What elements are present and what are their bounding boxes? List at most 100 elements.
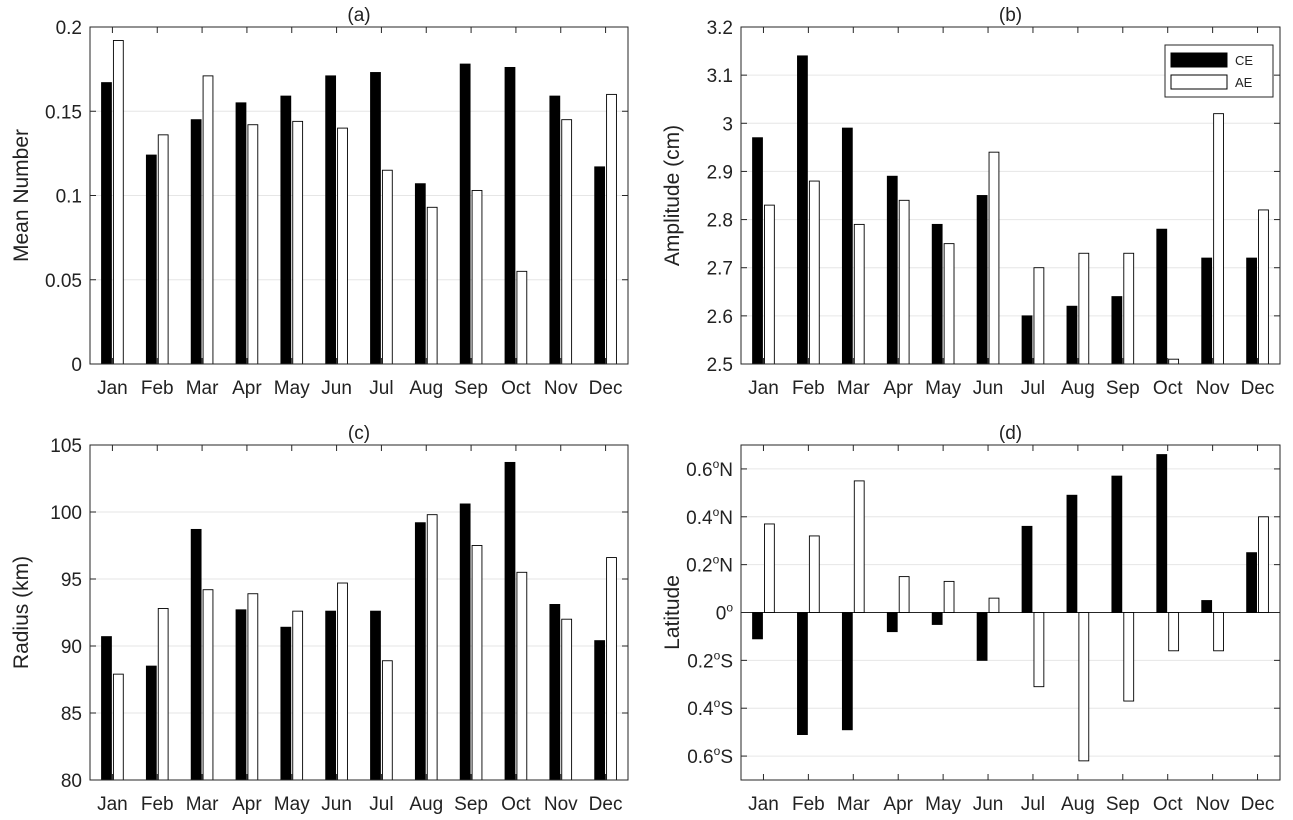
bar-ae-nov <box>1213 113 1224 365</box>
bar-ce-mar <box>190 528 202 781</box>
bar-ae-jun <box>337 127 348 365</box>
bar-ae-feb <box>157 134 169 365</box>
x-tick-label: Feb <box>792 794 825 815</box>
y-tick-label: 90 <box>61 637 82 658</box>
x-tick-label: Jan <box>97 794 128 815</box>
x-tick-label: Nov <box>544 378 578 399</box>
x-tick-label: Jan <box>748 794 779 815</box>
x-tick-label: Oct <box>1153 794 1183 815</box>
x-tick-label: Aug <box>409 378 443 399</box>
panel-title: (b) <box>999 5 1022 26</box>
bar-ae-mar <box>853 223 865 365</box>
bar-ce-jul <box>1021 525 1033 613</box>
y-tick-label: 0.4oS <box>687 696 733 720</box>
x-tick-label: Oct <box>501 378 531 399</box>
y-tick-label: 0.6oN <box>686 457 733 481</box>
x-tick-label: Apr <box>883 378 913 399</box>
bar-ae-jan <box>112 673 124 781</box>
y-tick-label: 0o <box>716 601 734 625</box>
bar-ae-feb <box>157 608 169 781</box>
bar-ce-dec <box>594 640 606 781</box>
bar-ce-aug <box>1066 305 1078 365</box>
bar-ce-aug <box>1066 494 1078 613</box>
x-tick-label: Mar <box>837 378 870 399</box>
bar-ce-may <box>280 95 292 365</box>
bar-ce-sep <box>1111 475 1123 613</box>
y-tick-label: 3.1 <box>707 66 733 87</box>
x-tick-label: Sep <box>1106 378 1140 399</box>
y-axis-label: Radius (km) <box>10 556 33 669</box>
x-tick-label: Dec <box>1241 794 1275 815</box>
y-tick-label: 2.6 <box>707 307 733 328</box>
bar-ce-apr <box>235 609 247 781</box>
bar-ae-may <box>943 243 955 365</box>
bar-ae-jun <box>988 151 1000 365</box>
bar-ae-may <box>292 610 304 781</box>
bar-ce-apr <box>886 612 898 633</box>
bar-ce-jan <box>101 82 112 365</box>
bar-ae-oct <box>1168 612 1180 652</box>
legend-label-ce: CE <box>1235 53 1253 68</box>
x-tick-label: Jun <box>973 794 1004 815</box>
x-tick-label: May <box>925 794 961 815</box>
bar-ae-jan <box>764 523 775 613</box>
bar-ce-feb <box>797 612 808 735</box>
bar-ce-oct <box>1156 228 1168 365</box>
bar-ce-apr <box>886 175 898 365</box>
bar-ae-sep <box>471 545 483 781</box>
bar-ce-sep <box>1111 296 1123 365</box>
bar-ae-oct <box>516 571 528 781</box>
x-tick-label: Oct <box>501 794 531 815</box>
legend-swatch-ce <box>1170 52 1228 68</box>
bar-ce-jun <box>976 612 988 661</box>
x-tick-label: Apr <box>883 794 913 815</box>
bar-ae-nov <box>561 119 573 365</box>
bar-ae-jun <box>337 582 348 781</box>
bar-ce-apr <box>235 102 247 365</box>
y-tick-label: 2.5 <box>707 355 733 376</box>
y-tick-label: 0.05 <box>45 271 82 292</box>
bar-ce-jun <box>325 75 337 365</box>
bar-ae-jan <box>112 40 124 365</box>
x-tick-label: Feb <box>792 378 825 399</box>
x-tick-label: May <box>274 794 310 815</box>
y-axis-label: Mean Number <box>10 129 33 262</box>
bar-ce-may <box>931 223 943 365</box>
bar-ce-nov <box>549 95 561 365</box>
bar-ce-aug <box>414 522 426 781</box>
bar-ae-sep <box>1123 252 1135 365</box>
bar-ae-aug <box>1078 252 1090 365</box>
bar-ce-nov <box>1201 257 1213 365</box>
bar-ce-jul <box>370 72 381 365</box>
y-tick-label: 0.2oS <box>687 648 733 672</box>
y-tick-label: 0.15 <box>45 102 82 123</box>
bar-ce-jan <box>752 612 763 640</box>
y-tick-label: 0 <box>71 355 82 376</box>
panel-b: 2.5 2.6 2.7 2.8 2.9 3 3.1 3.2 Jan Feb Mar Apr May Jun… <box>661 5 1281 399</box>
x-tick-label: Jul <box>1021 378 1045 399</box>
bar-ae-dec <box>1258 209 1269 365</box>
y-tick-label: 0.6oS <box>687 744 733 768</box>
bar-ce-jul <box>1021 315 1033 365</box>
bar-ae-apr <box>247 124 259 365</box>
bar-ce-jan <box>752 137 763 365</box>
x-tick-label: May <box>925 378 961 399</box>
bar-ae-oct <box>1168 358 1180 365</box>
panel-title: (a) <box>347 5 370 26</box>
y-tick-label: 85 <box>61 704 82 725</box>
x-tick-label: Nov <box>544 794 578 815</box>
legend-label-ae: AE <box>1235 75 1253 90</box>
bar-ae-apr <box>898 199 910 365</box>
x-tick-label: Mar <box>186 378 219 399</box>
bar-ce-dec <box>1246 552 1257 613</box>
bar-ce-may <box>931 612 943 625</box>
x-tick-label: Jun <box>321 378 352 399</box>
panel-title: (c) <box>348 423 370 444</box>
legend: CE AE <box>1164 44 1274 98</box>
x-tick-label: Aug <box>1061 794 1095 815</box>
axes-frame <box>740 26 1281 365</box>
bar-ce-feb <box>145 154 157 365</box>
bar-ce-nov <box>1201 600 1213 613</box>
bar-ae-dec <box>606 93 617 365</box>
x-tick-label: Jun <box>321 794 352 815</box>
